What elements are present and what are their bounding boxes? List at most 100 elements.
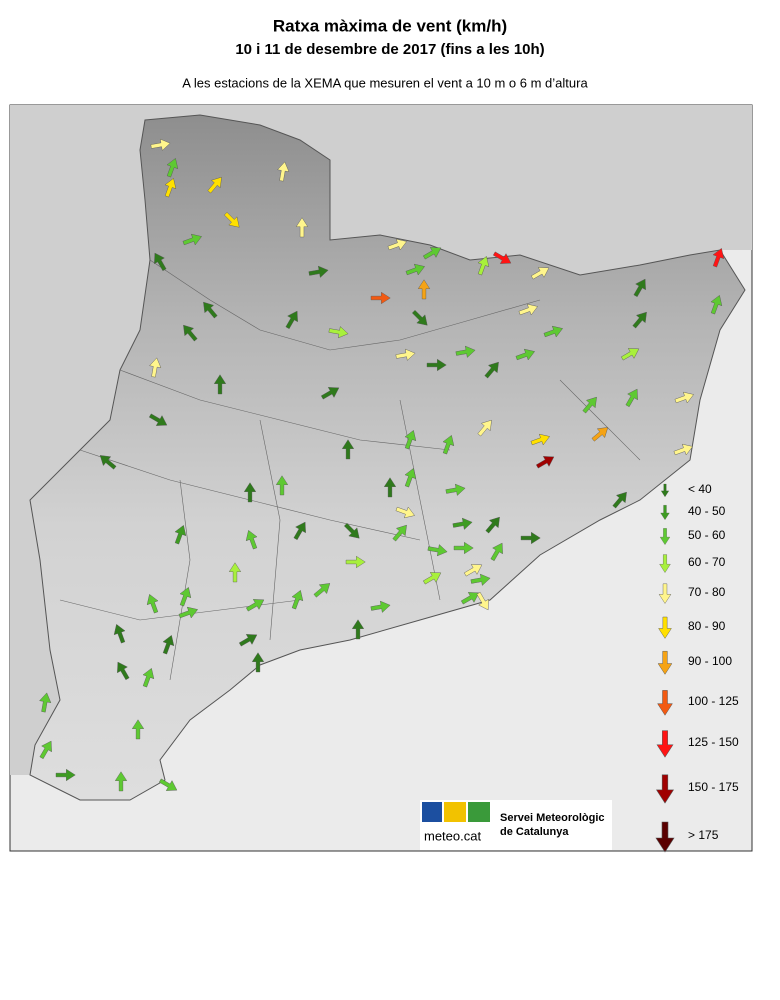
wind-arrow-shape (203, 301, 218, 319)
wind-arrow-shape (328, 326, 349, 339)
wind-arrow (422, 247, 442, 260)
wind-arrow-shape (345, 555, 366, 569)
wind-arrow (149, 357, 162, 378)
wind-arrow (245, 529, 258, 550)
wind-arrow-shape (285, 310, 298, 330)
wind-arrow-shape (392, 524, 407, 542)
wind-arrow-shape (142, 667, 155, 688)
map (9, 104, 753, 852)
wind-arrow-shape (245, 599, 265, 612)
legend-swatch-shape (660, 505, 670, 521)
wind-arrow (442, 434, 455, 455)
wind-arrow (313, 583, 331, 598)
wind-arrow-shape (427, 544, 448, 557)
wind-arrow (460, 592, 480, 605)
wind-arrow (463, 564, 483, 577)
wind-arrow-shape (295, 217, 309, 238)
legend-swatch-shape (655, 774, 675, 804)
legend-label: 40 - 50 (688, 504, 726, 518)
wind-arrow (275, 475, 289, 496)
wind-arrow-shape (710, 294, 723, 315)
wind-arrow-shape (131, 719, 145, 740)
wind-arrow-shape (535, 456, 555, 469)
wind-arrow (370, 291, 391, 305)
wind-arrow (426, 358, 447, 372)
wind-arrow (673, 443, 694, 456)
logo: meteo.cat Servei Meteorològic de Catalun… (420, 800, 612, 850)
wind-arrow-shape (582, 396, 597, 414)
wind-arrow-shape (673, 443, 694, 456)
wind-arrow-shape (476, 591, 489, 611)
wind-arrow (293, 521, 306, 541)
wind-arrow-shape (405, 263, 426, 276)
wind-arrow-shape (674, 391, 695, 404)
legend-swatch (660, 505, 670, 521)
wind-arrow-shape (164, 177, 177, 198)
wind-arrow (674, 391, 695, 404)
legend-swatch-shape (659, 528, 671, 545)
wind-arrow (476, 591, 489, 611)
legend-swatch (658, 583, 672, 604)
wind-arrow-shape (422, 247, 442, 260)
wind-arrow (370, 600, 391, 613)
wind-arrow-shape (154, 252, 167, 272)
wind-arrow (150, 138, 171, 151)
wind-arrow (405, 263, 426, 276)
wind-arrow-shape (293, 521, 306, 541)
legend-swatch-shape (658, 616, 672, 639)
wind-arrow-shape (39, 692, 52, 713)
legend-label: 100 - 125 (688, 694, 739, 708)
wind-arrow (320, 387, 340, 400)
wind-arrow (131, 719, 145, 740)
wind-arrow-shape (383, 477, 397, 498)
wind-arrow (633, 278, 646, 298)
wind-arrow (712, 247, 725, 268)
wind-arrow (291, 589, 304, 610)
wind-arrow-shape (492, 251, 512, 264)
wind-arrow (411, 309, 428, 326)
legend-swatch (659, 554, 671, 573)
wind-arrow (277, 161, 290, 182)
wind-arrow (174, 524, 187, 545)
wind-arrow-shape (351, 619, 365, 640)
wind-arrow (182, 233, 203, 246)
wind-arrow (99, 455, 117, 470)
wind-arrow-shape (395, 348, 416, 361)
wind-arrow-shape (178, 606, 199, 619)
legend-swatch (658, 616, 672, 639)
wind-arrow-shape (633, 278, 646, 298)
wind-arrow (395, 348, 416, 361)
legend-label: 90 - 100 (688, 654, 732, 668)
wind-arrow (345, 555, 366, 569)
wind-arrow (351, 619, 365, 640)
logo-icon (444, 802, 466, 822)
wind-arrow-shape (343, 522, 360, 539)
wind-arrow (520, 531, 541, 545)
wind-arrow (470, 573, 491, 586)
legend: < 40 40 - 50 50 - 60 60 - 70 70 - 80 80 - 90 9… (655, 482, 739, 853)
wind-arrow (395, 506, 416, 519)
wind-arrow (485, 516, 500, 534)
wind-arrow (146, 593, 159, 614)
legend-swatch (659, 528, 671, 545)
wind-arrow (452, 517, 473, 530)
wind-arrow (213, 374, 227, 395)
caption: A les estacions de la XEMA que mesuren e… (182, 75, 588, 90)
wind-arrow-shape (162, 634, 175, 655)
wind-arrow (179, 586, 192, 607)
wind-arrow-shape (455, 345, 476, 358)
wind-arrow-shape (166, 157, 179, 178)
wind-arrow (142, 667, 155, 688)
legend-label: 50 - 60 (688, 528, 726, 542)
wind-arrow-shape (179, 586, 192, 607)
wind-arrow-shape (243, 482, 257, 503)
wind-arrow-shape (341, 439, 355, 460)
wind-arrow (328, 326, 349, 339)
wind-arrow-shape (387, 238, 408, 251)
legend-swatch (656, 730, 674, 758)
wind-arrow-shape (370, 291, 391, 305)
wind-arrow-shape (453, 541, 474, 555)
logo-icon (422, 802, 442, 822)
wind-arrow (166, 157, 179, 178)
